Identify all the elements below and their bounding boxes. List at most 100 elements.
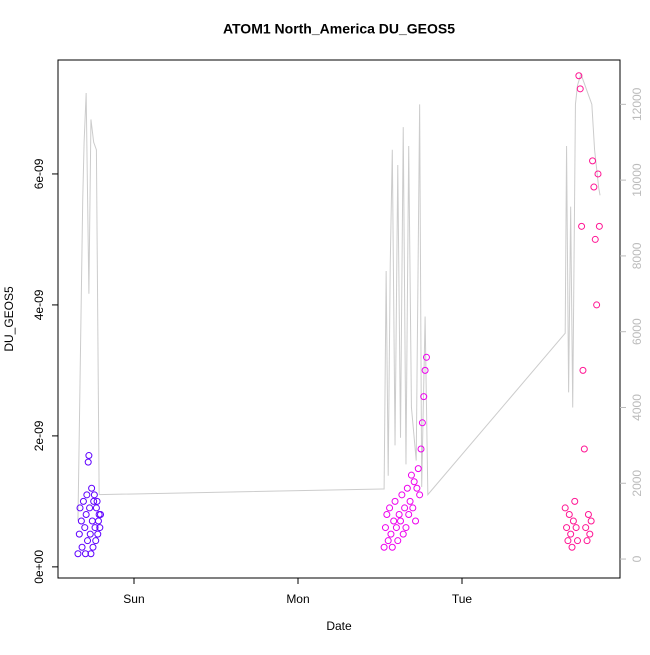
y2-tick-label: 2000 [630,470,644,497]
point [416,491,424,499]
point [93,497,101,505]
x-axis-label: Date [326,619,352,633]
y-axis-label: DU_GEOS5 [2,286,16,352]
point [418,419,426,427]
x-tick-label: Sun [123,592,144,606]
point [81,524,89,532]
y2-tick-label: 0 [630,555,644,562]
point [407,471,415,479]
point [75,530,83,538]
point [86,504,94,512]
point [591,235,599,243]
point [561,504,569,512]
point [85,452,93,460]
point [576,85,584,93]
point [584,510,592,518]
y2-tick-label: 4000 [630,394,644,421]
point [403,484,411,492]
point [383,510,391,518]
y-tick-label: 4e-09 [32,289,46,320]
point [387,530,395,538]
point [568,543,576,551]
point [573,537,581,545]
line [77,72,601,522]
point [417,445,425,453]
point [406,497,414,505]
point [397,517,405,525]
point [569,517,577,525]
point [421,366,429,374]
point [586,530,594,538]
point [76,504,84,512]
point [94,530,102,538]
point [410,478,418,486]
point [97,510,105,518]
x-tick-label: Mon [286,592,309,606]
y-tick-label: 0e+00 [32,550,46,584]
point [593,301,601,309]
plot-frame [57,59,621,579]
point [96,524,104,532]
point [412,517,420,525]
point [94,517,102,525]
point [92,537,100,545]
point [567,530,575,538]
point [402,524,410,532]
point [571,497,579,505]
point [572,524,580,532]
point [583,537,591,545]
point [391,497,399,505]
point [563,524,571,532]
point [401,504,409,512]
point [394,537,402,545]
point [413,484,421,492]
point [90,491,98,499]
point [79,497,87,505]
y2-tick-label: 6000 [630,318,644,345]
point [414,465,422,473]
x-tick-label: Tue [452,592,473,606]
point [409,504,417,512]
point [590,183,598,191]
point [92,504,100,512]
point [565,510,573,518]
point [91,524,99,532]
y2-tick-label: 12000 [630,87,644,121]
point [82,510,90,518]
point [381,524,389,532]
y-tick-label: 2e-09 [32,420,46,451]
point [90,497,98,505]
point [392,524,400,532]
point [88,484,96,492]
point [84,537,92,545]
point [388,543,396,551]
point [380,543,388,551]
point [589,157,597,165]
point [84,458,92,466]
point [81,550,89,558]
chart-title: ATOM1 North_America DU_GEOS5 [223,21,455,37]
point [86,530,94,538]
point [399,530,407,538]
y2-tick-label: 10000 [630,163,644,197]
point [398,491,406,499]
point [580,445,588,453]
point [384,537,392,545]
point [564,537,572,545]
point [74,550,82,558]
y-tick-label: 6e-09 [32,158,46,189]
point [595,222,603,230]
point [83,491,91,499]
point [420,393,428,401]
point [575,72,583,80]
point [582,524,590,532]
y2-tick-label: 8000 [630,242,644,269]
point [390,517,398,525]
point [87,550,95,558]
point [594,170,602,178]
point [77,517,85,525]
point [579,366,587,374]
point [405,510,413,518]
